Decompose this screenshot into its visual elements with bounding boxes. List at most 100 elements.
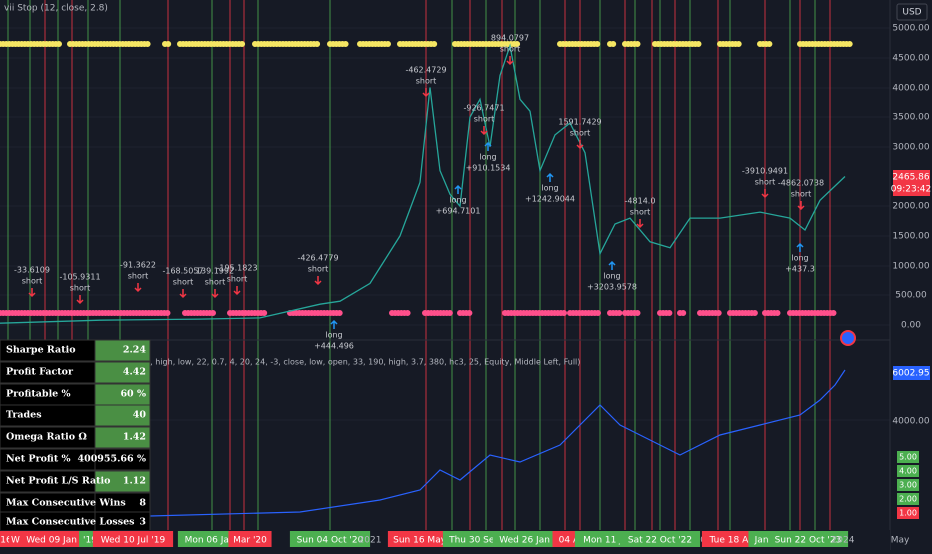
price-tick-label: 500.00: [895, 291, 927, 301]
last-price: 2465.86: [892, 173, 929, 183]
equity-axis-label: 4000.00: [892, 417, 929, 427]
short-arrow: [480, 126, 488, 136]
trade-label: short: [22, 277, 43, 286]
trade-label: long: [449, 196, 466, 205]
time-tag: [92, 531, 174, 547]
trade-label: -4862.0738: [778, 179, 824, 188]
currency-button[interactable]: [896, 3, 928, 21]
trade-label: short: [416, 77, 437, 86]
price-tick-label: 0.00: [901, 321, 921, 331]
time-tick-label: Wed 26 Jan '22: [499, 536, 566, 546]
time-tick-label: Sun 22 Oct '23: [775, 536, 842, 546]
stat-value-cell: [94, 426, 151, 449]
time-tick-label: Sun 16 May '21: [393, 536, 463, 546]
trade-label: -105.9311: [59, 273, 100, 282]
ratio-axis: 5.00 4.00 3.00 2.00 1.00: [897, 451, 919, 519]
stat-label: Max Consecutive Losses: [6, 517, 135, 528]
trade-label: short: [227, 275, 248, 284]
time-tick-label: Tue 18 Apr '23: [709, 536, 775, 546]
time-tick-label: Mar '20: [233, 536, 267, 546]
trade-label: -926.7471: [463, 104, 504, 113]
trade-label: +1242.9044: [525, 195, 575, 204]
trade-label: short: [755, 178, 776, 187]
price-axis: 5000.00 4500.00 4000.00 3500.00 3000.00 2000.…: [892, 24, 929, 331]
signal-lines: [7, 0, 831, 530]
stat-label: Net Profit %: [6, 454, 71, 465]
time-tick-label: Sat 22 Oct '22: [628, 536, 692, 546]
trade-label: -91.3622: [120, 261, 156, 270]
ratio-tick-label: 5.00: [899, 453, 917, 462]
trade-label: short: [630, 208, 651, 217]
long-arrow: [608, 260, 616, 270]
short-arrow: [422, 88, 430, 98]
short-arrow: [761, 189, 769, 199]
trade-label: short: [308, 265, 329, 274]
time-tick-label: Mon 06 Jan '20: [185, 536, 252, 546]
stat-value-cell: [94, 404, 151, 427]
trade-label: -4814.0: [625, 197, 656, 206]
stat-value: 4.42: [123, 367, 146, 378]
stat-value: 3: [139, 517, 146, 528]
stat-value-cell: [94, 470, 151, 493]
grid: [0, 27, 890, 421]
flag-icon[interactable]: [840, 330, 856, 346]
trade-label: short: [128, 272, 149, 281]
price-tick-label: 1500.00: [892, 232, 929, 242]
trade-label: 1591.7429: [558, 118, 601, 127]
short-arrow: [211, 289, 219, 299]
ratio-tag: [897, 479, 919, 491]
trade-label: short: [474, 115, 495, 124]
countdown: 09:23:42: [891, 185, 931, 195]
time-tick-label: 2021: [359, 536, 382, 546]
time-tick-label: 16: [0, 536, 12, 546]
equity-tag: [893, 366, 930, 380]
equity-line: [149, 369, 846, 517]
trade-label: short: [205, 278, 226, 287]
price-tick-label: 1000.00: [892, 262, 929, 272]
time-tick-label: Thu 30 Sep '21: [448, 536, 517, 546]
currency[interactable]: USD: [902, 8, 921, 18]
stat-label: Net Profit L/S Ratio: [6, 476, 110, 487]
trade-label: -168.5057: [162, 267, 203, 276]
trade-label: +3203.9578: [587, 283, 637, 292]
time-tag: [619, 531, 701, 547]
short-arrow: [134, 283, 142, 293]
time-tick-label: Sun 04 Oct '20: [297, 536, 364, 546]
trade-label: 894.0797: [491, 34, 529, 43]
trade-label: 139.1992: [196, 267, 234, 276]
long-arrow: [330, 319, 338, 329]
time-tag: [228, 531, 272, 547]
time-tick-label: '19: [83, 536, 97, 546]
stat-label: Max Consecutive Wins: [6, 498, 126, 509]
trade-label: -426.4779: [297, 254, 338, 263]
long-arrow: [546, 172, 554, 182]
trade-label: -33.6109: [14, 266, 50, 275]
indicator-title: vii Stop (12, close, 2.8): [4, 4, 108, 14]
long-arrow: [484, 141, 492, 151]
stat-value: 2.24: [123, 345, 147, 356]
trade-label: long: [603, 272, 620, 281]
ratio-tag: [897, 451, 919, 463]
trade-label: +910.1534: [466, 164, 511, 173]
stats-table: Sharpe Ratio 2.24 Profit Factor 4.42 Profita…: [0, 339, 151, 534]
stat-label: Omega Ratio Ω: [6, 432, 87, 443]
last-price-tag: [893, 170, 930, 196]
trade-label: -462.4729: [405, 66, 446, 75]
short-arrow: [797, 201, 805, 211]
stop-dots: [0, 41, 853, 316]
price-tick-label: 4500.00: [892, 54, 929, 64]
stat-value-cell: [94, 339, 151, 362]
stat-label: Trades: [6, 410, 42, 421]
short-arrow: [314, 276, 322, 286]
price-line: [0, 43, 846, 324]
stat-value: 60 %: [120, 389, 146, 400]
stat-value: 8: [139, 498, 146, 509]
strategy-label: EEF Giggity EEF (1, 1, 1, 2018, 2099, hi…: [5, 358, 580, 367]
stat-value: 400955.66 %: [77, 454, 146, 465]
trade-label: short: [791, 190, 812, 199]
trade-label: long: [791, 254, 808, 263]
ratio-tag: [897, 493, 919, 505]
stat-value-cell: [94, 361, 151, 384]
trade-label: long: [325, 331, 342, 340]
ratio-tick-label: 1.00: [899, 509, 917, 518]
